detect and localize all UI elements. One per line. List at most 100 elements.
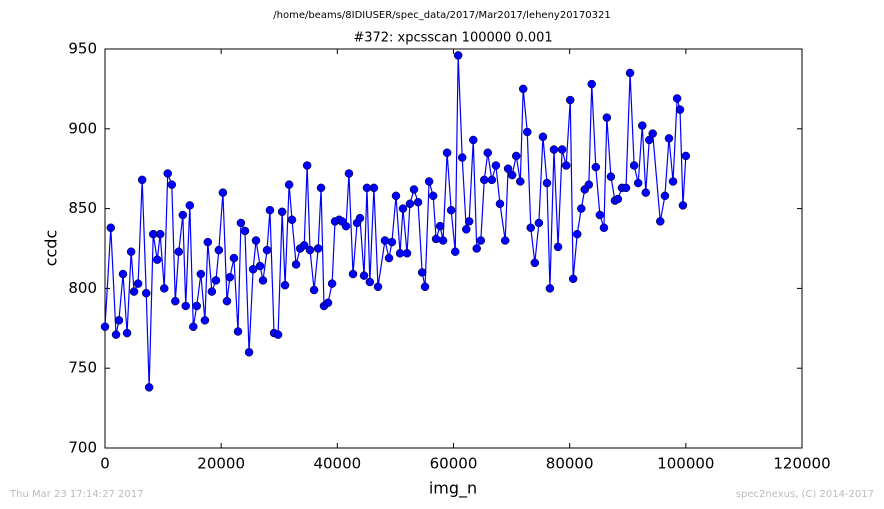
data-point	[365, 277, 375, 287]
data-point	[111, 330, 121, 339]
data-point	[273, 330, 283, 339]
data-point	[211, 276, 221, 285]
data-point	[468, 135, 478, 145]
data-point	[174, 247, 184, 256]
data-point	[483, 148, 493, 157]
data-point	[114, 316, 124, 325]
data-point	[203, 237, 213, 247]
x-tick-label: 20000	[197, 455, 245, 473]
data-point	[167, 180, 177, 189]
suptitle: /home/beams/8IDIUSER/spec_data/2017/Mar2…	[273, 10, 610, 21]
data-point	[106, 223, 116, 233]
x-axis-label: img_n	[429, 479, 477, 499]
data-point	[225, 272, 235, 282]
data-point	[530, 258, 540, 268]
data-point	[545, 284, 555, 293]
data-point	[185, 201, 195, 210]
data-point	[549, 145, 559, 154]
data-point	[163, 169, 172, 178]
data-point	[572, 229, 582, 239]
data-point	[435, 221, 445, 231]
data-point	[534, 218, 544, 228]
data-point	[344, 169, 354, 178]
data-point	[387, 237, 397, 247]
data-point	[678, 201, 688, 210]
data-point	[633, 178, 643, 188]
timestamp: Thu Mar 23 17:14:27 2017	[9, 489, 143, 500]
data-point	[648, 129, 657, 138]
data-point	[621, 183, 631, 193]
chart-title: #372: xpcsscan 100000 0.001	[353, 31, 552, 46]
x-tick-label: 40000	[313, 455, 361, 473]
data-point	[137, 175, 147, 185]
data-point	[625, 68, 635, 78]
data-point	[359, 271, 369, 280]
data-point	[380, 236, 390, 245]
data-point	[462, 225, 471, 234]
data-point	[189, 322, 198, 331]
data-point	[420, 282, 430, 292]
data-point	[641, 188, 651, 197]
x-tick-label: 80000	[546, 455, 594, 473]
data-point	[192, 301, 202, 311]
data-point	[476, 236, 486, 245]
data-point	[244, 347, 254, 357]
data-point	[487, 175, 497, 185]
data-point	[255, 261, 265, 271]
credit: spec2nexus, (C) 2014-2017	[736, 489, 874, 500]
data-point	[553, 242, 563, 252]
data-point	[287, 215, 297, 225]
data-point	[100, 322, 110, 331]
data-point	[373, 282, 383, 292]
data-point	[675, 105, 685, 114]
data-point	[280, 280, 290, 290]
data-point	[503, 164, 513, 173]
data-point	[561, 161, 571, 170]
data-point	[599, 223, 609, 233]
data-point	[178, 210, 188, 220]
data-point	[181, 301, 190, 311]
data-point	[218, 188, 228, 197]
data-point	[668, 177, 678, 186]
data-point	[557, 145, 567, 154]
data-point	[431, 234, 441, 244]
data-point	[291, 260, 301, 269]
data-point	[595, 210, 605, 220]
data-point	[464, 217, 474, 226]
data-point	[526, 223, 536, 233]
data-point	[511, 151, 521, 161]
data-point	[258, 276, 268, 285]
data-point	[424, 177, 434, 186]
data-point	[413, 197, 423, 207]
data-point	[480, 175, 489, 185]
data-point	[129, 287, 139, 296]
x-tick-label: 60000	[430, 455, 478, 473]
data-point	[491, 161, 501, 170]
data-point	[450, 247, 460, 256]
data-point	[240, 226, 250, 236]
x-tick-label: 0	[100, 455, 110, 473]
data-point	[409, 185, 419, 194]
data-point	[587, 79, 596, 89]
data-point	[428, 191, 438, 201]
data-point	[446, 205, 456, 215]
data-point	[341, 221, 351, 231]
y-tick-label: 700	[68, 439, 97, 457]
data-point	[284, 180, 294, 189]
data-point	[591, 162, 601, 172]
data-point	[171, 296, 180, 306]
data-point	[568, 274, 578, 284]
data-point	[538, 132, 548, 142]
data-point	[602, 113, 612, 122]
data-point	[222, 296, 232, 306]
data-point	[126, 247, 136, 256]
data-point	[457, 153, 467, 162]
data-point	[155, 229, 165, 239]
data-point	[141, 288, 151, 298]
data-line	[104, 55, 687, 388]
data-point	[402, 249, 412, 258]
data-point	[207, 287, 217, 296]
data-point	[302, 161, 312, 170]
data-point	[565, 95, 575, 105]
data-point	[348, 269, 358, 279]
